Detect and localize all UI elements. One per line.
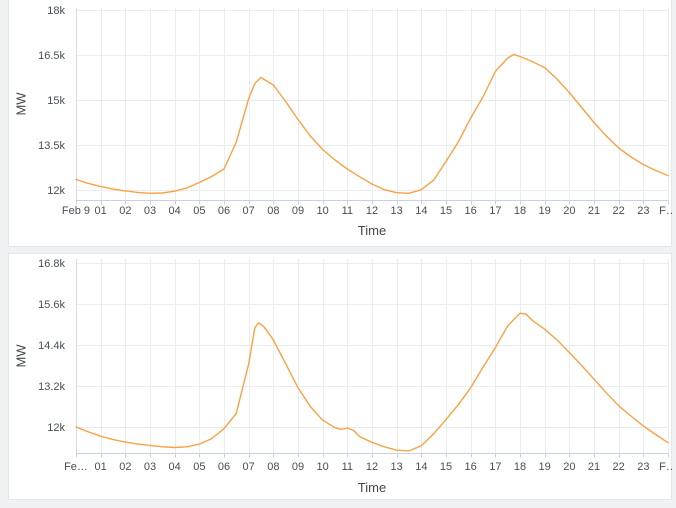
x-tick-label: 21 xyxy=(588,205,600,217)
x-tick-label: 20 xyxy=(563,461,575,473)
x-tick-label: 04 xyxy=(169,461,181,473)
x-tick-label: 18 xyxy=(514,205,526,217)
x-tick-label: Fe… xyxy=(64,461,88,473)
x-tick-label: 09 xyxy=(292,205,304,217)
x-tick-label: 10 xyxy=(317,461,329,473)
x-tick-label: 18 xyxy=(514,461,526,473)
y-tick-label: 15.6k xyxy=(38,299,65,311)
y-tick-label: 16.5k xyxy=(38,50,65,62)
x-tick-label: 17 xyxy=(489,205,501,217)
y-tick-label: 13.5k xyxy=(38,140,65,152)
x-tick-label: 08 xyxy=(267,461,279,473)
x-tick-label: F… xyxy=(659,461,673,473)
x-axis-title-top: Time xyxy=(357,223,387,238)
y-tick-label: 12k xyxy=(47,422,65,434)
y-tick-label: 15k xyxy=(47,95,65,107)
y-tick-label: 14.4k xyxy=(38,340,65,352)
x-tick-label: Feb 9 xyxy=(62,205,90,217)
x-tick-label: 02 xyxy=(119,461,131,473)
series-line xyxy=(75,53,669,194)
x-axis-labels: Feb 9 01 02 03 04 05 06 07 08 09 10 11 12 13 14 15 16 17 1… xyxy=(62,205,673,217)
x-tick-label: 09 xyxy=(292,461,304,473)
y-tick-label: 16.8k xyxy=(38,258,65,270)
x-tick-label: 10 xyxy=(317,205,329,217)
x-tick-label: 03 xyxy=(144,461,156,473)
x-axis-line xyxy=(76,453,669,458)
x-tick-label: 15 xyxy=(440,461,452,473)
x-tick-label: 16 xyxy=(465,461,477,473)
x-tick-label: 07 xyxy=(243,205,255,217)
x-tick-label: 06 xyxy=(218,205,230,217)
x-tick-label: 14 xyxy=(415,461,427,473)
x-tick-label: 12 xyxy=(366,205,378,217)
x-tick-label: 01 xyxy=(95,461,107,473)
y-axis-labels: 12k 13.5k 15k 16.5k 18k xyxy=(38,5,65,197)
x-tick-label: 22 xyxy=(613,461,625,473)
x-tick-label: 17 xyxy=(489,461,501,473)
x-axis-labels: Fe… 01 02 03 04 05 06 07 08 09 10 11 12 13 14 15 16 17 18 1… xyxy=(64,461,673,473)
x-tick-label: 11 xyxy=(342,461,353,473)
y-tick-label: 18k xyxy=(47,5,65,17)
x-tick-label: 02 xyxy=(119,205,131,217)
x-tick-label: 07 xyxy=(243,461,255,473)
x-tick-label: 19 xyxy=(539,461,551,473)
x-tick-label: 21 xyxy=(588,461,600,473)
x-tick-label: 23 xyxy=(637,461,649,473)
x-tick-label: 15 xyxy=(440,205,452,217)
chart-panel-bottom: MW Fe… 01 02 03 04 05 06 07 08 09 10 11 12 13 14 15 16 17… xyxy=(8,253,673,501)
x-tick-label: 20 xyxy=(563,205,575,217)
chart-panel-top: MW Feb 9 01 02 03 04 05 06 07 08 09 10 11 12 13 14 15 16… xyxy=(8,0,673,247)
x-axis-line xyxy=(76,200,669,205)
x-tick-label: 16 xyxy=(465,205,477,217)
x-tick-label: 14 xyxy=(415,205,427,217)
x-tick-label: 13 xyxy=(391,461,403,473)
series-line xyxy=(75,312,669,452)
x-tick-label: 19 xyxy=(539,205,551,217)
line-chart-bottom[interactable]: Fe… 01 02 03 04 05 06 07 08 09 10 11 12 13 14 15 16 17 18 1… xyxy=(9,254,673,501)
x-tick-label: 01 xyxy=(95,205,107,217)
x-tick-label: 05 xyxy=(193,205,205,217)
x-tick-label: 11 xyxy=(342,205,353,217)
x-tick-label: 23 xyxy=(637,205,649,217)
y-tick-label: 13.2k xyxy=(38,381,65,393)
x-tick-label: 08 xyxy=(267,205,279,217)
grid-lines xyxy=(76,8,669,200)
y-tick-label: 12k xyxy=(47,185,65,197)
x-tick-label: 13 xyxy=(391,205,403,217)
line-chart-top[interactable]: Feb 9 01 02 03 04 05 06 07 08 09 10 11 12 13 14 15 16 17 1… xyxy=(9,0,673,247)
x-tick-label: 05 xyxy=(193,461,205,473)
x-tick-label: 03 xyxy=(144,205,156,217)
x-tick-label: 12 xyxy=(366,461,378,473)
x-tick-label: 06 xyxy=(218,461,230,473)
grid-lines xyxy=(76,259,669,453)
x-tick-label: F… xyxy=(659,205,673,217)
x-tick-label: 04 xyxy=(169,205,181,217)
y-axis-labels: 12k 13.2k 14.4k 15.6k 16.8k xyxy=(38,258,65,434)
x-tick-label: 22 xyxy=(613,205,625,217)
x-axis-title-bottom: Time xyxy=(357,480,387,495)
